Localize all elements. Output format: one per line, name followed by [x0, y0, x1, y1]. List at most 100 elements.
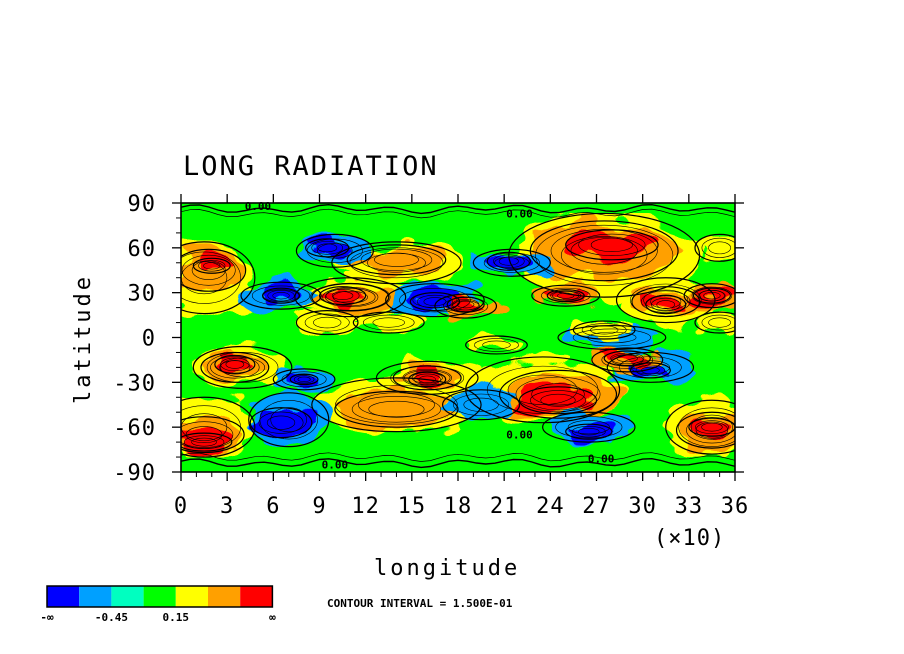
contour-line	[311, 283, 390, 312]
contour-line	[590, 325, 619, 335]
x-tick-label: 6	[266, 494, 280, 519]
contour-line	[453, 393, 510, 416]
contour-line	[571, 425, 606, 438]
contour-line	[530, 390, 587, 411]
contour-line	[578, 427, 600, 436]
contour-line	[572, 328, 651, 347]
contour-line	[686, 416, 735, 444]
contour-line	[701, 237, 735, 258]
contour-line	[703, 291, 721, 300]
contour-line	[531, 383, 585, 406]
contour-line	[629, 283, 702, 317]
contour-label: 0.00	[506, 207, 533, 220]
contour-line	[606, 351, 695, 383]
contour-line	[457, 300, 475, 309]
contour-label: 0.00	[322, 459, 349, 472]
contour-line	[304, 313, 350, 332]
contour-line	[603, 350, 651, 367]
contour-line	[494, 256, 530, 270]
contour-line	[683, 283, 735, 309]
contour-line	[191, 437, 217, 447]
legend-swatch	[208, 586, 241, 607]
contour-line	[214, 354, 256, 374]
contour-line	[665, 399, 735, 455]
contour-region	[694, 312, 735, 334]
contour-line	[518, 386, 598, 415]
contour-line	[181, 421, 234, 448]
legend-swatch	[79, 586, 112, 607]
contour-label: 0.00	[588, 453, 615, 466]
contour-line	[708, 317, 731, 328]
contour-line	[251, 285, 311, 306]
contour-line	[688, 417, 735, 437]
contour-line	[483, 252, 540, 273]
contour-line	[317, 243, 338, 253]
y-tick-label: 60	[128, 237, 157, 262]
zero-contour	[181, 203, 735, 215]
legend-label: -∞	[40, 611, 54, 624]
contour-line	[708, 241, 731, 255]
contour-line	[360, 248, 433, 271]
contour-line	[515, 376, 601, 412]
contour-line	[550, 290, 582, 301]
contour-line	[482, 340, 511, 350]
contour-line	[650, 294, 682, 309]
contour-line	[616, 354, 638, 363]
legend-swatch	[143, 586, 176, 607]
contour-region	[694, 234, 735, 262]
contour-line	[572, 320, 636, 340]
contour-line	[567, 420, 610, 435]
contour-line	[611, 354, 644, 366]
contour-line	[540, 393, 576, 407]
contour-line	[295, 233, 374, 268]
contour-line	[351, 396, 442, 423]
contour-line	[335, 385, 458, 425]
contour-line	[266, 415, 296, 430]
legend-swatch	[47, 586, 80, 607]
contour-line	[261, 287, 301, 304]
contour-line	[418, 375, 436, 384]
contour-line	[289, 373, 319, 386]
contour-line	[294, 277, 407, 318]
contour-line	[404, 370, 451, 386]
contour-line	[678, 407, 735, 447]
contour-line	[181, 251, 241, 304]
contour-line	[651, 297, 681, 312]
color-legend: -∞ -0.45 0.15 ∞	[40, 585, 276, 624]
y-axis-label: latitude	[71, 274, 96, 404]
contour-line	[368, 400, 425, 418]
plot-area: 0 3 6 9 12 15 18 21 24 27 30 33 36 9060300-30-60-90 …	[113, 192, 748, 519]
contour-line	[310, 282, 391, 312]
legend-label: ∞	[269, 611, 276, 624]
contour-line	[219, 360, 251, 375]
contour-line	[675, 411, 735, 449]
contour-line	[192, 257, 231, 274]
contour-line	[690, 414, 733, 440]
contour-line	[385, 283, 485, 318]
x-tick-label: 12	[351, 494, 380, 519]
contour-line	[240, 281, 322, 310]
contour-line	[641, 290, 691, 313]
contour-line	[181, 396, 256, 458]
contour-line	[352, 311, 425, 334]
contour-line	[311, 377, 482, 433]
contour-line	[402, 368, 452, 387]
contour-region	[334, 391, 459, 428]
contour-line	[560, 236, 648, 275]
x-tick-label: 33	[675, 494, 704, 519]
contour-line	[313, 316, 342, 329]
contour-label: 0.00	[245, 200, 272, 213]
legend-label: 0.15	[163, 611, 190, 624]
y-tick-label: -90	[113, 461, 156, 486]
contour-line	[318, 286, 367, 306]
contour-line	[409, 292, 461, 312]
contour-line	[694, 233, 735, 262]
contour-line	[220, 357, 266, 378]
contour-line	[635, 364, 666, 377]
contour-line	[206, 352, 279, 383]
contour-line	[295, 309, 359, 336]
contour-line	[191, 260, 226, 280]
contour-line	[498, 369, 618, 419]
x-tick-label: 21	[490, 494, 519, 519]
contour-line	[695, 421, 729, 439]
